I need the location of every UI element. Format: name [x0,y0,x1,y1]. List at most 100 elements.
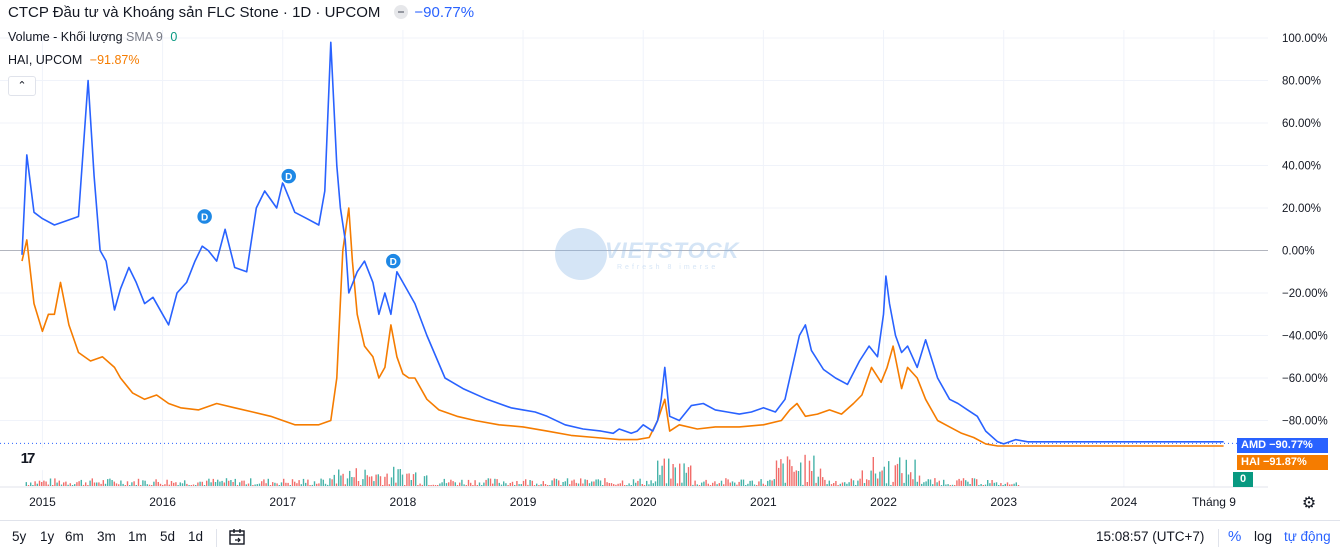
timeframe-1y[interactable]: 1y [40,529,55,544]
volume-bar [520,484,522,486]
volume-bar [663,458,665,486]
volume-bar [525,479,527,486]
volume-bar [34,481,36,486]
clock-readout[interactable]: 15:08:57 (UTC+7) [1096,529,1205,544]
volume-bar [916,481,918,486]
auto-scale-button[interactable]: tự động [1284,529,1331,544]
volume-bar [65,481,67,486]
volume-bar [692,484,694,486]
volume-bar [278,485,280,486]
tradingview-logo-icon[interactable]: 17 [10,447,44,471]
volume-bar [199,481,201,486]
volume-bar [604,478,606,486]
dividend-marker-icon[interactable]: D [195,207,214,226]
volume-bar [624,485,626,486]
volume-bar [549,485,551,486]
volume-bar [375,474,377,486]
volume-bar [349,470,351,486]
volume-bar [357,481,360,486]
y-tick-label: 100.00% [1282,33,1327,45]
volume-bar [811,471,813,486]
volume-bar [82,484,85,486]
volume-bar [313,481,316,486]
volume-bar [907,474,910,486]
volume-bar [111,480,113,486]
volume-bar [778,467,780,486]
price-chart[interactable]: D D D 100.00% 80.00% 60.00% 40.00% 20.00% 0.00%… [0,0,1340,520]
bottom-toolbar: 5y 1y 6m 3m 1m 5d 1d 15:08:57 (UTC+7) % … [0,520,1340,556]
volume-bar [1000,483,1002,486]
volume-bar [751,480,753,486]
volume-bar [747,483,749,486]
toolbar-divider [216,529,217,547]
status-dot-icon [394,5,409,19]
log-scale-button[interactable]: log [1254,529,1273,544]
volume-bar [256,484,258,486]
volume-bar [522,480,525,486]
chevron-up-icon[interactable]: ⌃ [8,76,36,96]
timeframe-5y[interactable]: 5y [12,529,27,544]
settings-icon[interactable]: ⚙ [1301,495,1317,512]
volume-bar [67,484,69,486]
dividend-marker-icon[interactable]: D [280,167,298,185]
timeframe-1m[interactable]: 1m [128,529,147,544]
volume-bar [412,474,415,486]
volume-bar [162,485,164,486]
volume-bar [995,482,998,486]
volume-bar [89,480,91,486]
volume-bar [899,457,901,486]
volume-bar [283,478,285,486]
dividend-marker-icon[interactable]: D [384,252,403,270]
volume-legend[interactable]: Volume - Khối lượng SMA 9 0 [8,30,177,44]
volume-bar [987,480,989,486]
volume-bar [606,482,608,486]
volume-bars [25,454,1020,486]
volume-bar [186,483,188,486]
timeframe-3m[interactable]: 3m [97,529,116,544]
volume-bar [643,485,646,486]
volume-bar [705,479,707,486]
volume-bar [731,481,734,486]
volume-bar [773,479,775,486]
volume-bar [879,471,881,486]
volume-bar [696,484,698,486]
volume-bar [782,463,784,486]
volume-bar [553,478,555,486]
volume-bar [423,476,426,486]
volume-bar [406,473,408,486]
volume-bar [452,481,454,486]
volume-bar [155,479,157,486]
compare-legend[interactable]: HAI, UPCOM −91.87% [8,53,140,67]
volume-bar [195,485,197,486]
volume-bar [459,482,461,486]
volume-bar [652,483,654,486]
timeframe-1d[interactable]: 1d [188,529,204,544]
volume-bar [417,485,419,486]
volume-bar [54,478,56,486]
volume-bar [217,479,219,486]
volume-bar [514,485,516,486]
volume-bar [668,458,670,486]
volume-bar [80,479,82,486]
dividend-markers: D D D [195,167,403,270]
timeframe-6m[interactable]: 6m [65,529,84,544]
volume-bar [419,483,421,486]
y-tick-label: −20.00% [1282,288,1328,300]
volume-bar [302,478,305,486]
volume-bar [599,480,602,486]
volume-bar [804,454,806,486]
volume-bar [850,478,852,486]
volume-bar [115,483,118,486]
volume-bar [1011,484,1013,486]
percent-scale-button[interactable]: % [1228,528,1242,545]
series-line-hai [21,207,1224,447]
calendar-icon[interactable] [228,528,246,546]
volume-bar [881,470,883,486]
volume-bar [734,482,736,486]
x-tick-label: 2022 [870,495,897,509]
volume-bar [564,481,566,486]
volume-bar [201,481,203,486]
timeframe-5d[interactable]: 5d [160,529,176,544]
volume-bar [120,480,122,486]
volume-bar [476,485,478,486]
